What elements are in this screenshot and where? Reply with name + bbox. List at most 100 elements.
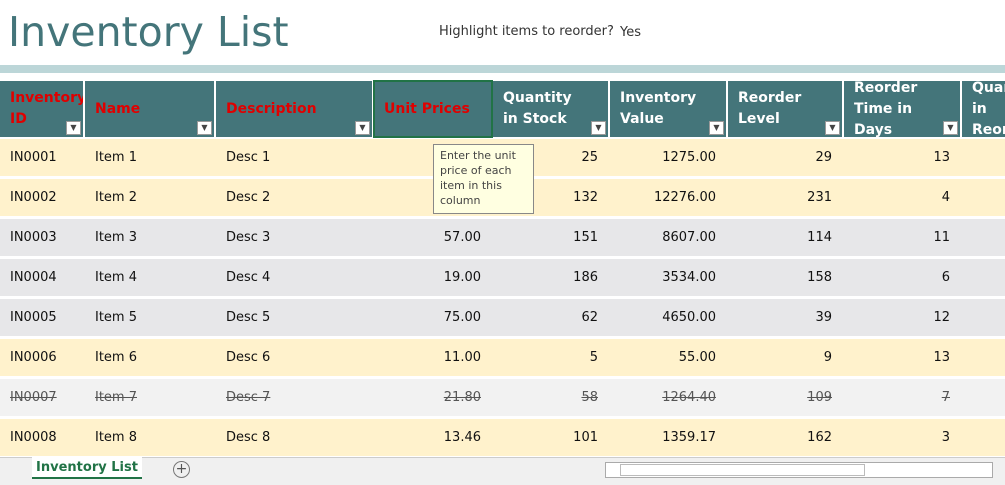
row-bg	[0, 339, 1005, 376]
cell[interactable]: Item 4	[95, 270, 137, 285]
cell[interactable]: Desc 1	[226, 150, 271, 165]
cell[interactable]: IN0007	[10, 390, 57, 405]
cell[interactable]: 7	[941, 390, 950, 405]
cell[interactable]: 19.00	[443, 270, 481, 285]
cell[interactable]	[962, 299, 1005, 336]
cell[interactable]: Item 3	[95, 230, 137, 245]
cell[interactable]	[962, 219, 1005, 256]
stripe	[0, 65, 1005, 73]
row-bg	[0, 419, 1005, 456]
filter-button[interactable]: ▼	[66, 121, 81, 135]
cell[interactable]: 11	[933, 230, 950, 245]
cell[interactable]: Item 7	[95, 390, 137, 405]
cell[interactable]: IN0004	[10, 270, 57, 285]
cell[interactable]: 4650.00	[662, 310, 716, 325]
cell[interactable]: 158	[807, 270, 832, 285]
cell[interactable]	[962, 259, 1005, 296]
cell[interactable]	[962, 379, 1005, 416]
cell[interactable]: 109	[807, 390, 832, 405]
cell[interactable]	[962, 139, 1005, 176]
cell[interactable]: IN0006	[10, 350, 57, 365]
filter-button[interactable]: ▼	[825, 121, 840, 135]
column-header[interactable]: Description ▼	[216, 81, 372, 137]
filter-button[interactable]: ▼	[355, 121, 370, 135]
cell[interactable]: Item 1	[95, 150, 137, 165]
column-header[interactable]: Reorder Level ▼	[728, 81, 842, 137]
cell[interactable]: 21.80	[443, 390, 481, 405]
cell[interactable]: 12276.00	[653, 190, 716, 205]
cell[interactable]: Desc 2	[226, 190, 271, 205]
cell[interactable]: 1275.00	[662, 150, 716, 165]
reorder-label: Highlight items to reorder?	[439, 24, 614, 39]
cell[interactable]: Desc 4	[226, 270, 271, 285]
reorder-value[interactable]: Yes	[620, 25, 641, 40]
cell[interactable]: 13.46	[443, 430, 481, 445]
cell[interactable]: 1264.40	[662, 390, 716, 405]
scroll-thumb[interactable]	[620, 464, 865, 476]
cell[interactable]: 132	[573, 190, 598, 205]
cell[interactable]: 4	[941, 190, 950, 205]
cell[interactable]: 57.00	[443, 230, 481, 245]
cell[interactable]: 5	[589, 350, 598, 365]
cell[interactable]: IN0005	[10, 310, 57, 325]
sheet-bar: Inventory List +	[0, 457, 1005, 485]
cell[interactable]: 39	[815, 310, 832, 325]
sheet-tab[interactable]: Inventory List	[32, 457, 142, 479]
column-header[interactable]: Inventory ID ▼	[0, 81, 83, 137]
title: Inventory List	[8, 8, 289, 56]
cell[interactable]: 231	[807, 190, 832, 205]
cell[interactable]: 186	[573, 270, 598, 285]
cell[interactable]: 25	[581, 150, 598, 165]
cell[interactable]: 58	[581, 390, 598, 405]
cell[interactable]: IN0002	[10, 190, 57, 205]
cell[interactable]: 29	[815, 150, 832, 165]
cell[interactable]: Item 6	[95, 350, 137, 365]
row-bg	[0, 219, 1005, 256]
cell[interactable]: 1359.17	[662, 430, 716, 445]
cell[interactable]: 12	[933, 310, 950, 325]
filter-button[interactable]: ▼	[591, 121, 606, 135]
filter-button[interactable]: ▼	[197, 121, 212, 135]
cell[interactable]: Item 8	[95, 430, 137, 445]
selected-cell[interactable]	[373, 80, 493, 138]
add-sheet[interactable]: +	[173, 461, 190, 478]
cell[interactable]: 62	[581, 310, 598, 325]
row-bg	[0, 299, 1005, 336]
cell[interactable]: IN0001	[10, 150, 57, 165]
cell[interactable]	[962, 419, 1005, 456]
column-header[interactable]: Unit Prices	[374, 81, 491, 137]
cell[interactable]: Item 2	[95, 190, 137, 205]
cell[interactable]: 9	[823, 350, 832, 365]
cell[interactable]: 162	[807, 430, 832, 445]
cell[interactable]: 114	[807, 230, 832, 245]
cell[interactable]: 11.00	[443, 350, 481, 365]
cell[interactable]: 13	[933, 350, 950, 365]
cell[interactable]: Desc 7	[226, 390, 271, 405]
cell[interactable]: 13	[933, 150, 950, 165]
cell[interactable]: 3	[941, 430, 950, 445]
cell[interactable]: IN0003	[10, 230, 57, 245]
column-header[interactable]: Reorder Time in Days ▼	[844, 81, 960, 137]
filter-button[interactable]: ▼	[943, 121, 958, 135]
scrollbar[interactable]	[605, 462, 993, 478]
cell[interactable]: Desc 8	[226, 430, 271, 445]
cell[interactable]: IN0008	[10, 430, 57, 445]
cell[interactable]: 3534.00	[662, 270, 716, 285]
cell[interactable]	[962, 179, 1005, 216]
column-header[interactable]: Quantity in Reorder	[962, 81, 1005, 137]
cell[interactable]: 75.00	[443, 310, 481, 325]
cell[interactable]: Item 5	[95, 310, 137, 325]
cell[interactable]: 6	[941, 270, 950, 285]
cell[interactable]	[962, 339, 1005, 376]
cell[interactable]: 8607.00	[662, 230, 716, 245]
cell[interactable]: 55.00	[678, 350, 716, 365]
cell[interactable]: Desc 6	[226, 350, 271, 365]
column-header[interactable]: Name ▼	[85, 81, 214, 137]
cell[interactable]: Desc 5	[226, 310, 271, 325]
cell[interactable]: Desc 3	[226, 230, 271, 245]
cell[interactable]: 101	[573, 430, 598, 445]
filter-button[interactable]: ▼	[709, 121, 724, 135]
column-header[interactable]: Quantity in Stock ▼	[493, 81, 608, 137]
cell[interactable]: 151	[573, 230, 598, 245]
column-header[interactable]: Inventory Value ▼	[610, 81, 726, 137]
